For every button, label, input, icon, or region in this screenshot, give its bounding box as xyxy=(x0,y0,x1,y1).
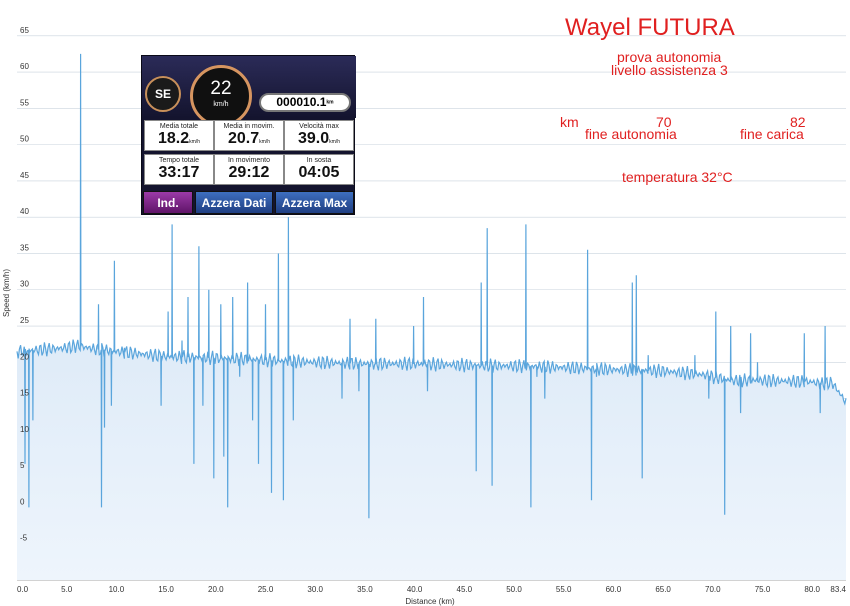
gps-trip-computer: SE 22 km/h 000010.1km Media totale 18.2k… xyxy=(141,55,356,215)
stat-tempo-totale: Tempo totale 33:17 xyxy=(144,154,214,185)
y-tick-label: 35 xyxy=(20,243,29,252)
heading-label: SE xyxy=(154,87,171,101)
x-tick-label: 80.0 xyxy=(804,585,820,594)
km-label: km xyxy=(560,114,579,130)
x-tick-label: 55.0 xyxy=(556,585,572,594)
y-tick-label: -5 xyxy=(20,534,28,543)
x-tick-label: 35.0 xyxy=(357,585,373,594)
y-tick-label: 0 xyxy=(20,497,25,506)
odometer-unit: km xyxy=(326,99,334,106)
subtitle-assist-level: livello assistenza 3 xyxy=(611,62,728,78)
stat-velocita-max: Velocità max 39.0km/h xyxy=(284,120,354,151)
speedometer-dial: 22 km/h xyxy=(190,65,252,127)
stat-value: 29:12 xyxy=(228,164,270,181)
x-tick-label: 0.0 xyxy=(17,585,29,594)
y-tick-label: 65 xyxy=(20,26,29,35)
x-tick-label: 25.0 xyxy=(258,585,274,594)
azzera-max-button[interactable]: Azzera Max xyxy=(275,191,354,214)
x-tick-label: 30.0 xyxy=(307,585,323,594)
stat-value: 04:05 xyxy=(298,164,340,181)
stat-in-sosta: In sosta 04:05 xyxy=(284,154,354,185)
stat-value: 20.7km/h xyxy=(228,130,270,147)
chart-title: Wayel FUTURA xyxy=(565,14,735,41)
x-tick-label: 20.0 xyxy=(208,585,224,594)
speed-line xyxy=(16,53,847,519)
stat-media-movimento: Media in movim. 20.7km/h xyxy=(214,120,284,151)
y-tick-label: 60 xyxy=(20,62,29,71)
stat-label: Media in movim. xyxy=(223,123,275,130)
y-tick-label: 25 xyxy=(20,316,29,325)
stat-value: 33:17 xyxy=(158,164,200,181)
x-tick-label: 10.0 xyxy=(109,585,125,594)
x-tick-label: 45.0 xyxy=(457,585,473,594)
temperature-note: temperatura 32°C xyxy=(622,169,733,185)
stat-value: 39.0km/h xyxy=(298,130,340,147)
current-speed: 22 xyxy=(210,78,232,99)
compass-icon: SE xyxy=(145,76,181,112)
x-tick-label: 60.0 xyxy=(606,585,622,594)
y-axis-label: Speed (km/h) xyxy=(2,269,11,317)
azzera-dati-button[interactable]: Azzera Dati xyxy=(195,191,273,214)
y-tick-label: 30 xyxy=(20,280,29,289)
x-axis-ticks: 0.0 5.0 10.0 15.0 20.0 25.0 30.0 35.0 40.0 45.0 50… xyxy=(17,585,847,594)
y-tick-label: 40 xyxy=(20,207,29,216)
y-tick-label: 10 xyxy=(20,425,29,434)
y-tick-label: 50 xyxy=(20,135,29,144)
stat-label: In sosta xyxy=(306,157,332,164)
y-tick-label: 45 xyxy=(20,171,29,180)
ind-button[interactable]: Ind. xyxy=(143,191,193,214)
x-tick-label: 83.4 xyxy=(830,585,846,594)
stat-in-movimento: In movimento 29:12 xyxy=(214,154,284,185)
y-tick-label: 55 xyxy=(20,98,29,107)
stat-media-totale: Media totale 18.2km/h xyxy=(144,120,214,151)
km-fine-autonomia-value: 70 xyxy=(656,114,672,130)
y-tick-label: 15 xyxy=(20,389,29,398)
x-tick-label: 70.0 xyxy=(705,585,721,594)
x-tick-label: 65.0 xyxy=(655,585,671,594)
stat-label: Tempo totale xyxy=(158,157,200,164)
stat-label: In movimento xyxy=(227,157,271,164)
stat-label: Velocità max xyxy=(299,123,339,130)
stat-label: Media totale xyxy=(159,123,199,130)
x-axis-label: Distance (km) xyxy=(405,597,455,606)
fine-autonomia-label: fine autonomia xyxy=(585,126,677,142)
y-tick-label: 20 xyxy=(20,352,29,361)
odometer-value: 000010.1 xyxy=(276,95,327,109)
subtitle-test-type: prova autonomia xyxy=(617,49,722,65)
stat-value: 18.2km/h xyxy=(158,130,200,147)
x-tick-label: 75.0 xyxy=(755,585,771,594)
x-tick-label: 50.0 xyxy=(506,585,522,594)
x-tick-label: 40.0 xyxy=(407,585,423,594)
speed-unit: km/h xyxy=(213,101,229,108)
y-tick-label: 5 xyxy=(20,461,25,470)
odometer: 000010.1km xyxy=(259,93,351,112)
fine-carica-label: fine carica xyxy=(740,126,804,142)
km-fine-carica-value: 82 xyxy=(790,114,806,130)
x-tick-label: 5.0 xyxy=(61,585,73,594)
x-tick-label: 15.0 xyxy=(158,585,174,594)
